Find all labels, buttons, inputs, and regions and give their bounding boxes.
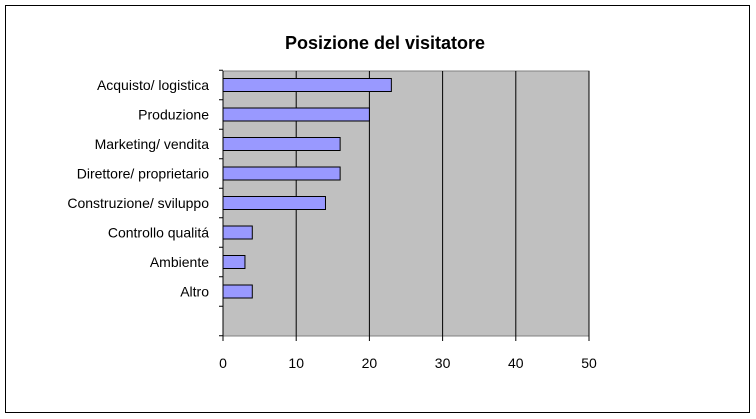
category-label: Ambiente xyxy=(150,254,209,270)
x-tick-label: 10 xyxy=(288,355,304,371)
bar xyxy=(222,225,253,240)
x-tick-label: 40 xyxy=(508,355,524,371)
category-labels: Acquisto/ logistica Produzione Marketing/ … xyxy=(67,77,209,300)
chart-title: Posizione del visitatore xyxy=(285,33,485,53)
bar xyxy=(222,78,392,92)
bar xyxy=(222,137,341,151)
category-label: Direttore/ proprietario xyxy=(77,166,209,182)
x-tick-label: 20 xyxy=(362,355,378,371)
category-label: Controllo qualitá xyxy=(108,225,209,241)
category-label: Construzione/ sviluppo xyxy=(67,195,209,211)
bar xyxy=(222,196,326,210)
bar xyxy=(222,284,253,299)
bar xyxy=(222,255,246,269)
category-label: Acquisto/ logistica xyxy=(97,77,209,93)
category-label: Produzione xyxy=(138,107,209,123)
x-tick-label: 30 xyxy=(435,355,451,371)
x-tick-label: 50 xyxy=(581,355,597,371)
bar xyxy=(222,107,370,122)
bars xyxy=(222,78,392,299)
category-label: Altro xyxy=(180,284,209,300)
tick-labels: 0 10 20 30 40 50 xyxy=(219,355,597,371)
x-tick-label: 0 xyxy=(219,355,227,371)
category-label: Marketing/ vendita xyxy=(95,136,210,152)
bar xyxy=(222,166,341,181)
